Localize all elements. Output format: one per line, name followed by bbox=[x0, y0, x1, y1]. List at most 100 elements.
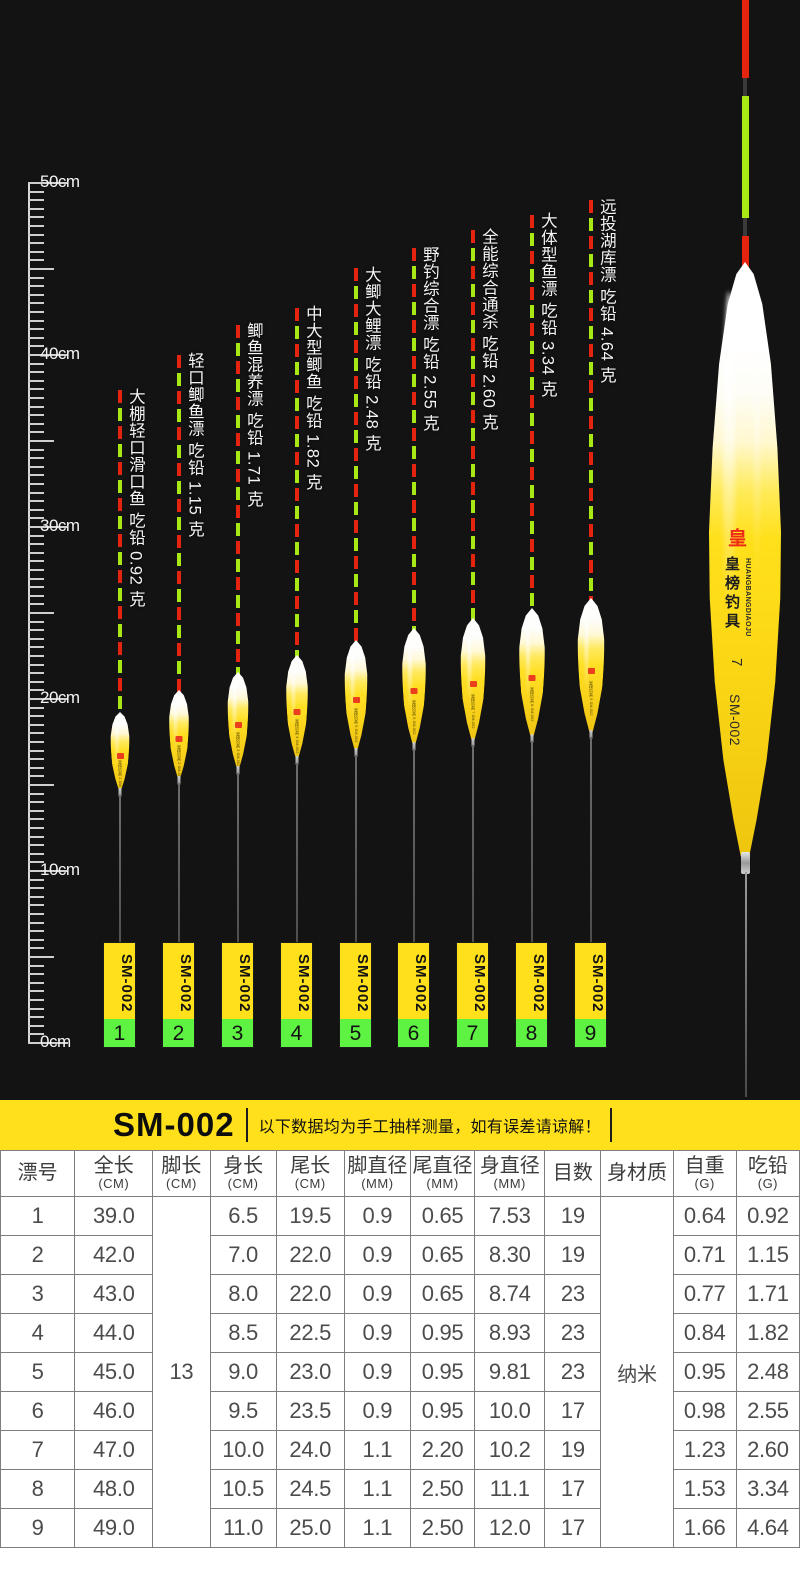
cell-self-weight: 0.71 bbox=[672, 1235, 737, 1275]
ruler-tick bbox=[28, 268, 54, 270]
ruler-tick bbox=[28, 964, 44, 967]
ruler-tick bbox=[28, 225, 44, 227]
table-column-header: 身直径 (MM) bbox=[474, 1150, 546, 1197]
ruler-tick bbox=[28, 311, 44, 313]
tail-segment bbox=[354, 430, 358, 443]
hero-body-highlight bbox=[723, 292, 735, 622]
tail-segment bbox=[412, 266, 416, 279]
cell-eye-count: 19 bbox=[544, 1196, 602, 1236]
float-body-highlight bbox=[291, 665, 296, 730]
tail-segment bbox=[354, 268, 358, 281]
tail-segment bbox=[530, 395, 534, 408]
cell-lead-capacity: 1.71 bbox=[735, 1274, 800, 1314]
cell-leg-diameter: 0.9 bbox=[343, 1235, 411, 1275]
tail-segment bbox=[589, 362, 593, 375]
ruler-tick bbox=[28, 723, 44, 726]
tail-segment bbox=[354, 394, 358, 407]
tail-segment bbox=[177, 445, 181, 458]
tail-segment bbox=[177, 373, 181, 386]
cell-body-diameter: 11.1 bbox=[474, 1469, 546, 1509]
tail-segment bbox=[530, 215, 534, 228]
header-label: 身长 bbox=[223, 1155, 264, 1178]
tail-segment bbox=[236, 343, 240, 356]
table-body: 1 39.0 13 6.5 19.5 0.9 0.65 7.53 19 纳米 0.64 0.92 2 42… bbox=[0, 1196, 800, 1548]
ruler-tick bbox=[28, 809, 44, 812]
table-row: 2 42.0 7.0 22.0 0.9 0.65 8.30 19 0.71 1.15 bbox=[0, 1235, 800, 1275]
ruler-tick bbox=[28, 259, 44, 262]
tail-segment bbox=[236, 631, 240, 644]
tail-segment bbox=[236, 469, 240, 482]
tail-segment bbox=[530, 521, 534, 534]
cell-tail-length: 22.5 bbox=[275, 1313, 345, 1353]
float-body: 皇榜钓具 1 SM-002 bbox=[110, 712, 130, 794]
ruler-tick bbox=[28, 689, 44, 692]
tail-segment bbox=[530, 287, 534, 300]
tail-segment bbox=[530, 467, 534, 480]
tail-segment bbox=[295, 452, 299, 465]
cell-total-length: 47.0 bbox=[74, 1430, 154, 1470]
ruler-tick bbox=[28, 431, 44, 434]
ruler-tick bbox=[28, 913, 44, 915]
tail-segment bbox=[530, 557, 534, 570]
tail-segment bbox=[354, 520, 358, 533]
tag-model-code: SM-002 bbox=[471, 954, 488, 1013]
header-unit: (CM) bbox=[98, 1176, 130, 1192]
tail-segment bbox=[177, 553, 181, 566]
tail-segment bbox=[412, 554, 416, 567]
header-unit: (MM) bbox=[361, 1176, 394, 1192]
ruler-tick bbox=[28, 861, 44, 864]
tag-model-code: SM-002 bbox=[295, 954, 312, 1013]
cell-tail-length: 24.0 bbox=[275, 1430, 345, 1470]
float-tail-segments bbox=[530, 215, 534, 612]
tail-segment bbox=[412, 356, 416, 369]
cell-tail-length: 23.0 bbox=[275, 1352, 345, 1392]
ruler-tick bbox=[28, 646, 44, 649]
float-ferrule bbox=[471, 738, 475, 747]
tail-segment bbox=[236, 649, 240, 662]
cell-tail-length: 22.0 bbox=[275, 1274, 345, 1314]
cell-float-no: 8 bbox=[0, 1469, 76, 1509]
ruler-tick bbox=[28, 388, 44, 391]
float-model-tag: SM-002 4 bbox=[280, 942, 313, 1048]
brand-name-pinyin: HUANGBANGDIAOJU bbox=[744, 558, 751, 637]
ruler-tick bbox=[28, 577, 44, 580]
tail-segment bbox=[589, 506, 593, 519]
cell-float-no: 9 bbox=[0, 1508, 76, 1548]
ruler-tick bbox=[28, 698, 68, 700]
header-unit: (CM) bbox=[165, 1176, 197, 1192]
ruler-tick bbox=[28, 414, 44, 417]
float-body-highlight bbox=[584, 611, 589, 695]
cell-body-diameter: 7.53 bbox=[474, 1196, 546, 1236]
cell-tail-diameter: 0.95 bbox=[409, 1391, 476, 1431]
cell-self-weight: 0.77 bbox=[672, 1274, 737, 1314]
tail-segment bbox=[236, 397, 240, 410]
tail-segment bbox=[589, 452, 593, 465]
float-body: 皇榜钓具 8 SM-002 bbox=[519, 608, 545, 736]
float-body: 皇榜钓具 7 SM-002 bbox=[460, 618, 486, 740]
float-spec-label: 野钓综合漂 吃铅 2.55 克 bbox=[420, 246, 439, 432]
float-body: 皇榜钓具 6 SM-002 bbox=[402, 628, 426, 744]
cell-leg-diameter: 0.9 bbox=[343, 1391, 411, 1431]
tail-segment bbox=[412, 248, 416, 261]
cell-leg-diameter: 0.9 bbox=[343, 1313, 411, 1353]
tail-segment bbox=[354, 610, 358, 623]
tail-segment bbox=[589, 578, 593, 591]
tail-segment bbox=[236, 577, 240, 590]
spec-table: 漂号 全长 (CM) 脚长 (CM) 身长 (CM) 尾长 (CM) 脚直径 (MM) 尾直径 (MM)… bbox=[0, 1150, 800, 1548]
cell-tail-diameter: 2.20 bbox=[409, 1430, 476, 1470]
ruler-tick bbox=[28, 526, 68, 528]
float-unit: 皇榜钓具 5 SM-002 bbox=[327, 0, 385, 1100]
tail-segment bbox=[412, 392, 416, 405]
ruler-tick bbox=[28, 1024, 44, 1027]
tail-segment bbox=[589, 542, 593, 555]
tail-segment bbox=[236, 415, 240, 428]
tail-segment bbox=[295, 506, 299, 519]
float-body-microtext: 皇榜钓具 7 SM-002 bbox=[471, 694, 476, 729]
tail-segment bbox=[412, 482, 416, 495]
float-tail-segments bbox=[295, 308, 299, 659]
cell-self-weight: 0.84 bbox=[672, 1313, 737, 1353]
cell-float-no: 6 bbox=[0, 1391, 76, 1431]
ruler-tick bbox=[28, 620, 44, 623]
ruler-tick bbox=[28, 508, 44, 511]
ruler-tick bbox=[28, 715, 44, 718]
